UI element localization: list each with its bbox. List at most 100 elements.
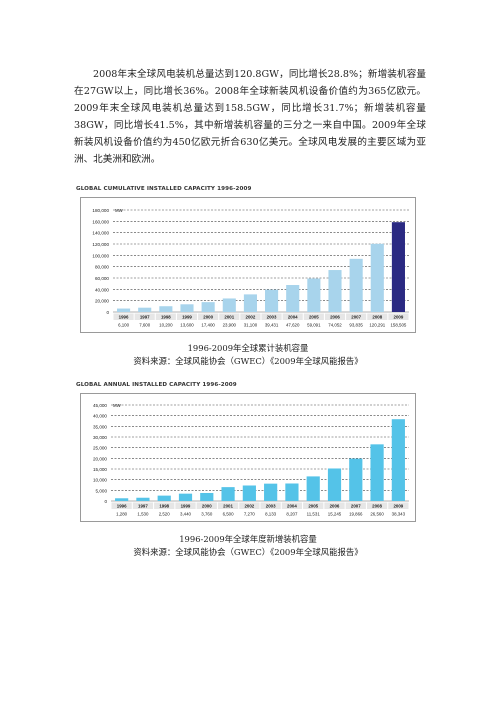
- chart2-source: 资料来源：全球风能协会（GWEC）《2009年全球风能报告》: [133, 547, 363, 557]
- y-tick-label: 35,000: [93, 424, 107, 429]
- category-cell: [154, 502, 175, 509]
- y-tick-label: 180,000: [92, 208, 109, 213]
- bar-2005: [306, 476, 320, 501]
- category-cell: [366, 502, 388, 509]
- x-tick-label: 2009: [393, 504, 403, 509]
- y-tick-label: 20,000: [95, 299, 109, 304]
- y-tick-label: 25,000: [93, 446, 107, 451]
- x-tick-label: 2008: [372, 504, 382, 509]
- y-tick-label: 0: [106, 310, 109, 315]
- intro-paragraph: 2008年末全球风电装机总量达到120.8GW，同比增长28.8%；新增装机容量…: [74, 66, 426, 168]
- x-tick-label: 1999: [181, 504, 191, 509]
- data-label: 38,343: [392, 512, 406, 517]
- data-label: 6,100: [118, 323, 130, 328]
- x-tick-label: 2003: [267, 315, 277, 320]
- y-tick-label: 40,000: [93, 414, 107, 419]
- intro-text: 2008年末全球风电装机总量达到120.8GW，同比增长28.8%；新增装机容量…: [74, 69, 426, 165]
- category-cell: [345, 502, 366, 509]
- data-label: 7,270: [244, 512, 256, 517]
- chart1-source: 资料来源：全球风能协会（GWEC）《2009年全球风能报告》: [133, 356, 363, 366]
- category-cell: [219, 313, 240, 320]
- category-cell: [134, 313, 155, 320]
- cumulative-chart-svg: 0 20,000 40,000 60,000 80,000 100,000 120,000 1…: [92, 208, 409, 328]
- category-cell: [239, 502, 260, 509]
- y-tick-label: 60,000: [95, 276, 109, 281]
- chart2-title: GLOBAL ANNUAL INSTALLED CAPACITY 1996-20…: [76, 382, 237, 388]
- bar-2001: [222, 298, 236, 312]
- bar-1999: [180, 304, 194, 312]
- cumulative-chart: 0 20,000 40,000 60,000 80,000 100,000 120,000 1…: [80, 197, 416, 333]
- data-label: 23,900: [223, 323, 237, 328]
- x-tick-label: 2005: [308, 504, 318, 509]
- data-label: 11,531: [307, 512, 321, 517]
- bar-1997: [138, 307, 152, 312]
- data-label: 10,200: [159, 323, 173, 328]
- bar-2007: [349, 458, 363, 501]
- y-tick-label: 0: [104, 499, 107, 504]
- annual-chart-svg: 0 5,000 10,000 15,000 20,000 25,000 30,000 35,0…: [93, 403, 409, 517]
- data-label: 8,207: [286, 512, 298, 517]
- data-label: 47,620: [286, 323, 300, 328]
- y-tick-label: 10,000: [93, 478, 107, 483]
- data-label: 59,091: [307, 323, 321, 328]
- x-tick-label: 2001: [223, 504, 233, 509]
- data-label: 6,500: [223, 512, 235, 517]
- category-cell: [303, 313, 324, 320]
- x-tick-label: 2004: [288, 315, 298, 320]
- bar-2008: [370, 243, 384, 312]
- unit-label: MW: [115, 208, 124, 213]
- bar-2007: [349, 258, 363, 312]
- y-tick-label: 45,000: [93, 403, 107, 408]
- category-cell: [261, 313, 282, 320]
- y-tick-label: 30,000: [93, 435, 107, 440]
- bar-1999: [178, 493, 193, 501]
- x-tick-label: 2006: [330, 504, 340, 509]
- chart2-caption: 1996-2009年全球年度新增装机容量: [179, 534, 317, 544]
- x-tick-label: 2007: [351, 504, 361, 509]
- data-label: 39,431: [265, 323, 279, 328]
- bar-2009: [391, 222, 405, 312]
- bar-2004: [285, 483, 299, 501]
- category-cell: [175, 502, 196, 509]
- bar-1996: [115, 498, 129, 501]
- x-tick-label: 2002: [246, 315, 256, 320]
- x-tick-label: 1996: [119, 315, 129, 320]
- bar-2006: [327, 468, 342, 501]
- bar-2003: [264, 483, 278, 501]
- bar-2002: [242, 485, 256, 501]
- category-cell: [260, 502, 281, 509]
- x-tick-label: 1996: [117, 504, 127, 509]
- x-tick-label: 2009: [394, 315, 404, 320]
- data-label: 74,052: [328, 323, 342, 328]
- bar-2008: [370, 444, 384, 501]
- y-tick-label: 140,000: [92, 231, 109, 236]
- category-cell: [176, 313, 198, 320]
- bar-2000: [200, 492, 214, 501]
- category-cell: [367, 313, 388, 320]
- bar-2006: [328, 270, 342, 312]
- data-label: 31,100: [244, 323, 258, 328]
- data-label: 15,245: [328, 512, 342, 517]
- bar-2001: [221, 487, 235, 501]
- category-cell: [196, 502, 217, 509]
- chart1-caption: 1996-2009年全球累计装机容量: [187, 343, 309, 353]
- bar-2005: [307, 278, 321, 312]
- category-cell: [155, 313, 176, 320]
- data-label: 158,505: [390, 323, 406, 328]
- bar-1998: [159, 306, 173, 312]
- category-cell: [113, 313, 134, 320]
- data-label: 8,133: [265, 512, 277, 517]
- category-cell: [240, 313, 261, 320]
- y-tick-label: 5,000: [96, 488, 108, 493]
- y-tick-label: 120,000: [92, 242, 109, 247]
- bar-2004: [286, 285, 300, 312]
- data-label: 2,520: [159, 512, 171, 517]
- bar-2000: [201, 302, 215, 312]
- category-cell: [217, 502, 239, 509]
- category-cell: [324, 502, 345, 509]
- bar-1998: [157, 495, 171, 501]
- y-tick-label: 80,000: [95, 265, 109, 270]
- bar-1997: [136, 497, 150, 501]
- x-tick-label: 2007: [351, 315, 361, 320]
- x-tick-label: 2000: [203, 315, 213, 320]
